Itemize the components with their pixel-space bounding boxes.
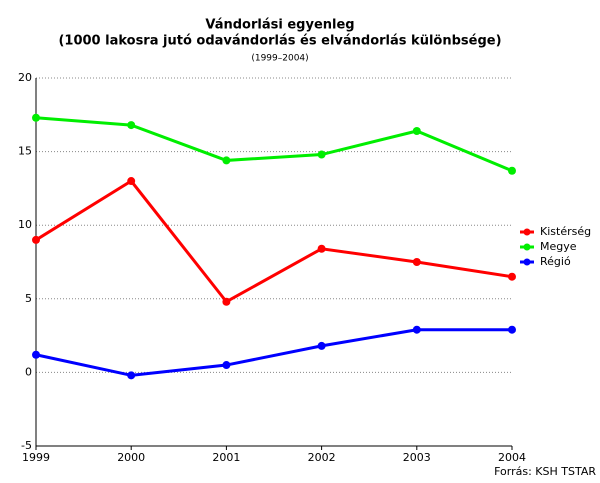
data-point xyxy=(508,166,516,175)
series-line xyxy=(35,179,513,304)
data-point xyxy=(127,121,136,130)
source: Forrás: KSH TSTAR xyxy=(494,465,596,478)
legend-label: Kistérség xyxy=(540,225,591,238)
data-point xyxy=(412,325,421,334)
legend-marker xyxy=(523,258,531,266)
data-point xyxy=(508,272,516,281)
data-point xyxy=(32,113,40,122)
chart-period: (1999–2004) xyxy=(251,54,308,64)
data-point xyxy=(222,156,231,165)
y-tick-label: 5 xyxy=(25,292,32,305)
data-point xyxy=(317,150,326,159)
data-point xyxy=(317,341,326,350)
data-point xyxy=(317,244,326,253)
y-tick-label: 15 xyxy=(18,145,32,158)
data-point xyxy=(222,361,231,370)
data-point xyxy=(32,235,40,244)
x-tick-label: 2003 xyxy=(403,451,431,464)
chart-title: Vándorlási egyenleg xyxy=(205,18,354,33)
legend-label: Megye xyxy=(540,240,577,253)
legend-label: Régió xyxy=(540,255,571,268)
data-point xyxy=(412,258,421,266)
data-point xyxy=(508,325,516,334)
x-tick-label: 2000 xyxy=(117,451,145,464)
series-line xyxy=(35,328,512,377)
x-tick-label: 2001 xyxy=(212,451,240,464)
legend-marker xyxy=(523,228,531,236)
y-tick-label: 20 xyxy=(18,71,32,84)
y-tick-label: 10 xyxy=(18,218,32,231)
data-point xyxy=(127,177,136,186)
data-point xyxy=(412,126,421,135)
x-tick-label: 2004 xyxy=(498,451,526,464)
x-tick-label: 1999 xyxy=(22,451,50,464)
y-tick-label: 0 xyxy=(25,365,32,378)
chart-subtitle: (1000 lakosra jutó odavándorlás és elván… xyxy=(58,34,501,49)
data-point xyxy=(32,350,40,359)
x-tick-label: 2002 xyxy=(308,451,336,464)
data-point xyxy=(222,297,231,306)
data-point xyxy=(127,371,136,380)
legend-marker xyxy=(523,243,531,251)
y-tick-label: -5 xyxy=(21,439,32,452)
series-line xyxy=(35,116,513,173)
